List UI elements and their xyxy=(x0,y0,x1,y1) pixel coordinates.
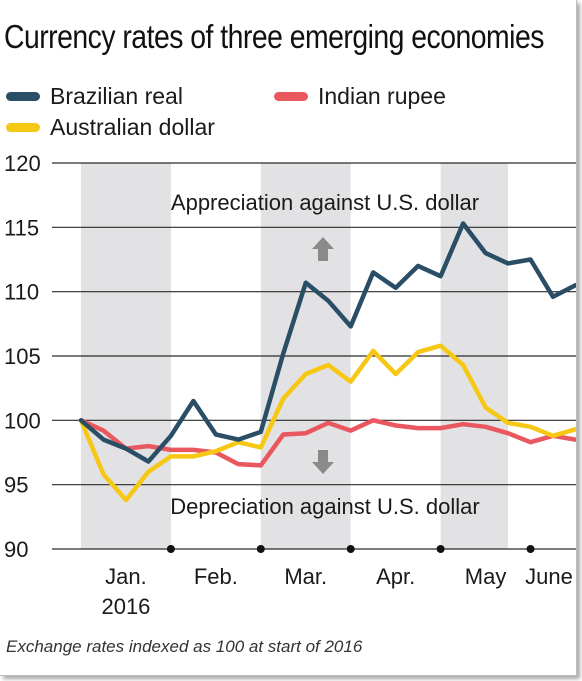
data-point-australian-dollar xyxy=(439,344,442,347)
data-point-indian-rupee xyxy=(484,425,487,428)
data-point-indian-rupee xyxy=(192,449,195,451)
annotation-depreciation: Depreciation against U.S. dollar xyxy=(170,494,479,519)
data-point-indian-rupee xyxy=(260,464,262,467)
data-point-brazilian-real xyxy=(552,296,554,298)
x-month-label: June xyxy=(525,564,573,589)
chart-title: Currency rates of three emerging economi… xyxy=(4,18,544,55)
data-point-indian-rupee xyxy=(170,449,172,451)
data-point-brazilian-real xyxy=(237,438,240,441)
data-point-brazilian-real xyxy=(170,434,172,437)
legend-label-brazilian-real: Brazilian real xyxy=(50,82,183,109)
data-point-australian-dollar xyxy=(349,380,352,383)
data-point-brazilian-real xyxy=(102,438,105,441)
x-month-label: Mar. xyxy=(284,564,327,589)
data-point-australian-dollar xyxy=(484,406,487,409)
legend-item-brazilian-real: Brazilian real xyxy=(6,82,183,110)
data-point-australian-dollar xyxy=(260,446,262,449)
data-point-brazilian-real xyxy=(394,287,397,289)
data-point-indian-rupee xyxy=(417,427,419,429)
data-point-australian-dollar xyxy=(215,450,217,453)
data-point-brazilian-real xyxy=(462,222,464,225)
x-month-label: Jan. xyxy=(105,564,147,589)
data-point-australian-dollar xyxy=(125,499,127,501)
y-tick-label: 115 xyxy=(4,215,39,240)
data-point-australian-dollar xyxy=(394,373,397,375)
data-point-australian-dollar xyxy=(304,373,307,375)
data-point-australian-dollar xyxy=(507,422,509,424)
data-point-indian-rupee xyxy=(282,433,285,436)
data-point-brazilian-real xyxy=(484,252,487,254)
y-tick-label: 100 xyxy=(4,408,41,433)
legend-label-australian-dollar: Australian dollar xyxy=(50,113,215,140)
legend-label-indian-rupee: Indian rupee xyxy=(318,82,446,109)
data-point-brazilian-real xyxy=(327,299,330,302)
data-point-brazilian-real xyxy=(125,447,127,450)
data-point-brazilian-real xyxy=(529,258,532,261)
data-point-brazilian-real xyxy=(574,284,576,287)
month-tick-dot xyxy=(436,545,445,553)
data-point-australian-dollar xyxy=(102,473,105,476)
data-point-indian-rupee xyxy=(394,424,397,427)
x-year-label: 2016 xyxy=(101,594,150,619)
footnote: Exchange rates indexed as 100 at start o… xyxy=(6,637,363,656)
data-point-brazilian-real xyxy=(372,271,374,274)
data-point-indian-rupee xyxy=(439,427,442,429)
data-point-indian-rupee xyxy=(372,419,374,422)
legend-swatch-indian-rupee xyxy=(274,91,308,101)
legend-item-australian-dollar: Australian dollar xyxy=(6,113,215,141)
data-point-brazilian-real xyxy=(80,419,82,422)
y-tick-label: 110 xyxy=(4,280,39,305)
data-point-brazilian-real xyxy=(260,431,262,433)
arrow-down-icon xyxy=(312,450,334,474)
x-month-label: May xyxy=(465,564,507,589)
y-tick-label: 120 xyxy=(4,151,41,176)
data-point-brazilian-real xyxy=(215,433,217,436)
month-tick-dot xyxy=(526,545,535,553)
data-point-indian-rupee xyxy=(462,423,464,425)
y-tick-label: 90 xyxy=(4,537,28,562)
legend-item-indian-rupee: Indian rupee xyxy=(274,82,446,110)
data-point-australian-dollar xyxy=(529,425,532,428)
y-tick-label: 95 xyxy=(4,473,28,498)
data-point-indian-rupee xyxy=(304,432,307,435)
line-chart: 90 95 100 105 110 115 120 Jan. Feb. Mar. Apr. May J… xyxy=(4,151,576,619)
data-point-brazilian-real xyxy=(507,262,509,265)
data-point-brazilian-real xyxy=(349,325,352,328)
data-point-australian-dollar xyxy=(192,455,195,458)
data-point-australian-dollar xyxy=(462,364,464,366)
month-tick-dot xyxy=(346,545,355,553)
data-point-australian-dollar xyxy=(147,471,150,473)
data-point-australian-dollar xyxy=(170,455,172,458)
data-point-indian-rupee xyxy=(327,422,330,424)
data-point-australian-dollar xyxy=(574,428,576,431)
month-tick-dot xyxy=(256,545,265,553)
data-point-brazilian-real xyxy=(417,265,419,267)
x-month-label: Feb. xyxy=(194,564,238,589)
data-point-indian-rupee xyxy=(507,432,509,435)
data-point-australian-dollar xyxy=(282,397,285,400)
data-point-australian-dollar xyxy=(372,350,374,352)
y-tick-label: 105 xyxy=(4,344,41,369)
x-month-label: Apr. xyxy=(376,564,415,589)
data-point-indian-rupee xyxy=(574,438,576,441)
data-point-brazilian-real xyxy=(147,460,150,463)
legend-swatch-brazilian-real xyxy=(6,91,40,101)
data-point-indian-rupee xyxy=(102,429,105,432)
data-point-australian-dollar xyxy=(552,434,554,437)
data-point-indian-rupee xyxy=(349,429,352,432)
data-point-brazilian-real xyxy=(282,352,285,355)
data-point-brazilian-real xyxy=(304,281,307,284)
data-point-brazilian-real xyxy=(192,400,195,402)
data-point-australian-dollar xyxy=(417,351,419,353)
arrow-up-icon xyxy=(312,237,334,261)
data-point-indian-rupee xyxy=(529,441,532,444)
data-point-indian-rupee xyxy=(147,445,150,447)
annotation-appreciation: Appreciation against U.S. dollar xyxy=(171,190,479,215)
data-point-brazilian-real xyxy=(439,275,442,278)
month-tick-dot xyxy=(166,545,175,553)
data-point-indian-rupee xyxy=(237,463,240,465)
legend-swatch-australian-dollar xyxy=(6,122,40,132)
data-point-australian-dollar xyxy=(327,364,330,366)
